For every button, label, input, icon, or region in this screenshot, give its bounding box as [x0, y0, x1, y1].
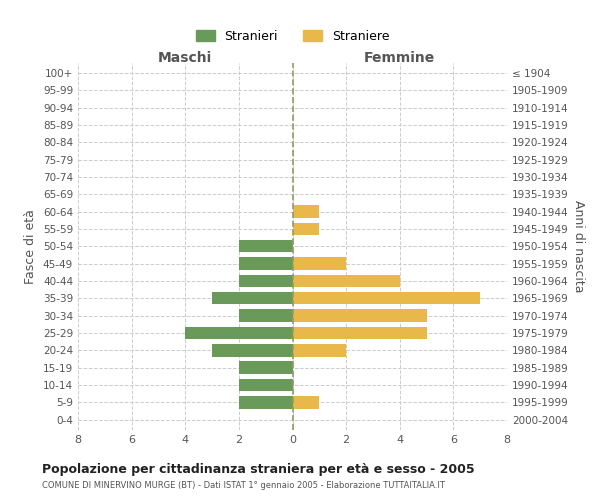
Bar: [239, 310, 293, 322]
Bar: [293, 344, 346, 356]
Bar: [239, 362, 293, 374]
Bar: [293, 292, 480, 304]
Bar: [293, 206, 319, 218]
Y-axis label: Fasce di età: Fasce di età: [25, 209, 37, 284]
Bar: [293, 326, 427, 339]
Bar: [239, 258, 293, 270]
Text: Femmine: Femmine: [364, 51, 436, 65]
Legend: Stranieri, Straniere: Stranieri, Straniere: [191, 24, 394, 48]
Bar: [239, 274, 293, 287]
Bar: [293, 258, 346, 270]
Text: Maschi: Maschi: [158, 51, 212, 65]
Y-axis label: Anni di nascita: Anni di nascita: [572, 200, 585, 292]
Bar: [239, 240, 293, 252]
Bar: [212, 344, 293, 356]
Bar: [212, 292, 293, 304]
Bar: [239, 378, 293, 391]
Bar: [293, 222, 319, 235]
Bar: [293, 396, 319, 408]
Bar: [293, 274, 400, 287]
Text: COMUNE DI MINERVINO MURGE (BT) - Dati ISTAT 1° gennaio 2005 - Elaborazione TUTTA: COMUNE DI MINERVINO MURGE (BT) - Dati IS…: [42, 481, 445, 490]
Bar: [239, 396, 293, 408]
Bar: [185, 326, 293, 339]
Text: Popolazione per cittadinanza straniera per età e sesso - 2005: Popolazione per cittadinanza straniera p…: [42, 462, 475, 475]
Bar: [293, 310, 427, 322]
